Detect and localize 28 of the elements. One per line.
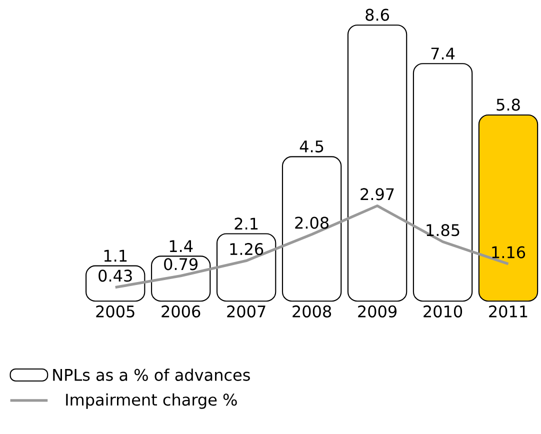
bar [216, 233, 276, 302]
data-label: 7.4 [431, 48, 455, 60]
data-label: 5.8 [496, 98, 520, 111]
data-label: 0.79 [164, 258, 198, 270]
bar [282, 156, 342, 302]
x-tick-label: 2005 [96, 305, 134, 318]
bar [86, 265, 146, 302]
data-label: 4.5 [300, 140, 324, 152]
data-label: 2.97 [360, 188, 394, 200]
data-label: 2.08 [295, 216, 329, 229]
bar [347, 24, 408, 302]
x-tick-label: 2006 [162, 305, 200, 318]
x-tick-label: 2008 [292, 305, 332, 318]
data-label: 0.43 [98, 269, 132, 282]
data-label: 1.1 [104, 250, 127, 262]
x-tick-label: 2007 [227, 305, 266, 318]
x-tick-label: 2009 [358, 305, 397, 318]
legend-label: NPLs as a % of advances [53, 368, 250, 381]
legend-label: Impairment charge % [66, 393, 237, 409]
data-label: 1.16 [492, 246, 526, 258]
bar [412, 62, 473, 302]
data-label: 1.26 [230, 242, 264, 255]
x-tick-label: 2011 [489, 305, 528, 318]
data-label: 1.4 [170, 240, 193, 252]
data-label: 8.6 [366, 8, 390, 21]
data-label: 2.1 [234, 217, 258, 230]
x-tick-label: 2010 [424, 305, 462, 318]
data-label: 1.85 [426, 224, 460, 236]
